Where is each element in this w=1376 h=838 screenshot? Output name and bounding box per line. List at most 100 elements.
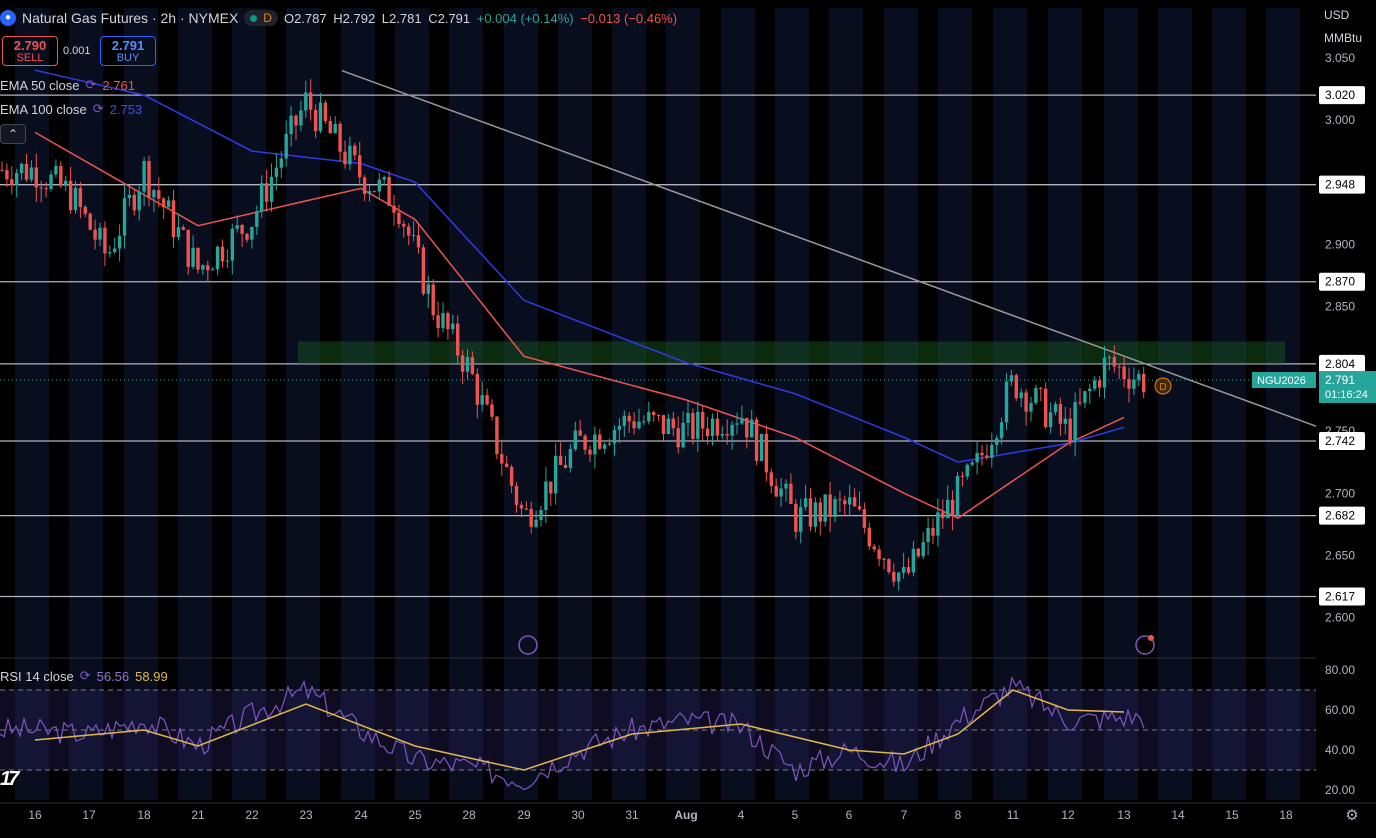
candle	[1132, 367, 1136, 396]
candle	[402, 220, 406, 238]
candle-body	[470, 357, 475, 374]
session-band	[395, 8, 429, 800]
earnings-marker-icon[interactable]	[1135, 635, 1155, 655]
candle-body	[377, 179, 381, 192]
currency-select[interactable]: USD	[1324, 8, 1350, 22]
candle-body	[54, 166, 58, 175]
candle-body	[211, 269, 215, 271]
candle	[411, 221, 416, 242]
candle-body	[108, 252, 112, 254]
candle	[235, 215, 239, 233]
delayed-marker-icon[interactable]	[1154, 377, 1172, 395]
ema50-label: EMA 50 close	[0, 77, 80, 93]
candle-body	[745, 418, 749, 438]
settings-gear-icon[interactable]: ⚙	[1345, 807, 1358, 824]
candle-body	[1117, 366, 1121, 368]
candle	[127, 185, 132, 207]
candle-body	[372, 191, 377, 193]
candle-body	[995, 438, 999, 445]
rsi-legend[interactable]: RSI 14 close ⟳ 56.56 58.99	[0, 668, 168, 684]
candle	[358, 141, 362, 186]
collapse-legend-button[interactable]: ⌃	[0, 124, 26, 144]
ema100-settings-icon[interactable]: ⟳	[92, 101, 104, 116]
candle-body	[137, 191, 141, 211]
header-legend: ● Natural Gas Futures · 2h · NYMEX D O2.…	[0, 10, 680, 26]
candle-body	[1083, 391, 1087, 403]
candle	[1137, 370, 1141, 387]
candle	[578, 419, 582, 436]
candle-body	[612, 429, 617, 444]
candle	[353, 143, 357, 161]
candle	[999, 417, 1004, 445]
candle	[784, 479, 788, 502]
candle-body	[681, 422, 685, 448]
candle	[897, 571, 901, 591]
dividend-marker-icon[interactable]	[518, 635, 538, 655]
candle-body	[186, 229, 190, 267]
candle-body	[318, 102, 323, 132]
rsi-settings-icon[interactable]: ⟳	[79, 668, 91, 683]
candle-body	[671, 418, 675, 429]
candle	[152, 188, 156, 213]
candle	[333, 116, 337, 134]
rsi-ma-line	[34, 689, 1125, 771]
unit-select[interactable]: MMBtu	[1324, 31, 1363, 45]
candle	[803, 484, 808, 511]
candle	[563, 455, 568, 469]
candle	[382, 175, 386, 186]
time-tick-label: 24	[354, 808, 368, 822]
candle	[240, 223, 244, 248]
candle-body	[328, 121, 332, 134]
tradingview-logo[interactable]: 17	[0, 768, 19, 790]
candle-body	[691, 412, 695, 439]
candle-body	[1044, 388, 1048, 427]
trendline[interactable]	[341, 69, 1317, 427]
candle-body	[490, 404, 494, 417]
candle	[852, 488, 857, 507]
candle-body	[382, 177, 386, 180]
ema50-legend[interactable]: EMA 50 close ⟳ 2.761	[0, 77, 135, 93]
ema100-legend[interactable]: EMA 100 close ⟳ 2.753	[0, 101, 142, 117]
candle-body	[73, 188, 78, 211]
candle-body	[852, 497, 857, 507]
symbol-title[interactable]: Natural Gas Futures · 2h · NYMEX	[22, 10, 239, 26]
candle-body	[279, 158, 283, 168]
candle	[147, 155, 151, 207]
candle	[441, 302, 445, 333]
session-band	[286, 8, 320, 800]
session-band	[69, 8, 103, 800]
candle-body	[1034, 388, 1038, 403]
candle-body	[999, 422, 1004, 439]
candle	[946, 485, 950, 519]
ema50-settings-icon[interactable]: ⟳	[85, 77, 97, 92]
candle-body	[451, 323, 455, 330]
candle	[926, 517, 930, 556]
sell-label: SELL	[16, 52, 44, 64]
candle-body	[808, 498, 813, 527]
candle-body	[789, 483, 793, 504]
price-tick-label: 3.000	[1325, 113, 1355, 127]
candle	[941, 499, 945, 529]
flame-icon: ●	[0, 10, 16, 26]
candle-body	[813, 502, 818, 527]
candle	[162, 196, 166, 220]
candle-body	[686, 412, 690, 423]
candle-body	[142, 161, 146, 192]
candle-body	[936, 512, 940, 536]
candle-body	[573, 430, 577, 450]
candle	[872, 543, 876, 552]
resistance-zone[interactable]	[298, 341, 1285, 364]
candle	[828, 482, 832, 532]
price-tick-label: 2.600	[1325, 611, 1355, 625]
session-band	[232, 8, 266, 800]
candle-body	[901, 567, 906, 573]
candle-body	[505, 463, 509, 467]
candle	[328, 116, 332, 134]
session-band	[1104, 8, 1138, 800]
candle	[1093, 376, 1097, 392]
session-band	[1048, 8, 1082, 800]
sell-button[interactable]: 2.790 SELL	[2, 36, 58, 66]
buy-button[interactable]: 2.791 BUY	[100, 36, 156, 66]
session-band	[558, 8, 592, 800]
